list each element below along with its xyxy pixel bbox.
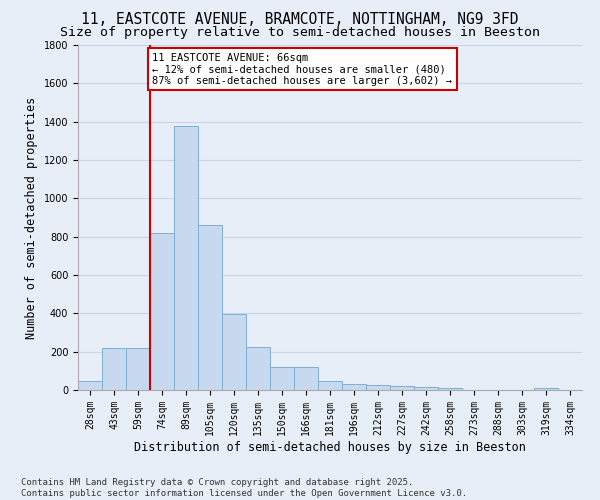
Bar bbox=[294, 367, 318, 390]
Bar bbox=[150, 233, 174, 390]
Bar bbox=[390, 386, 414, 390]
Y-axis label: Number of semi-detached properties: Number of semi-detached properties bbox=[25, 96, 38, 338]
Bar bbox=[78, 381, 102, 390]
Bar bbox=[246, 347, 270, 390]
Bar bbox=[366, 385, 390, 390]
Bar bbox=[270, 367, 294, 390]
Text: Size of property relative to semi-detached houses in Beeston: Size of property relative to semi-detach… bbox=[60, 26, 540, 39]
Text: 11, EASTCOTE AVENUE, BRAMCOTE, NOTTINGHAM, NG9 3FD: 11, EASTCOTE AVENUE, BRAMCOTE, NOTTINGHA… bbox=[81, 12, 519, 28]
Bar bbox=[102, 348, 126, 390]
Bar bbox=[438, 388, 462, 390]
Text: 11 EASTCOTE AVENUE: 66sqm
← 12% of semi-detached houses are smaller (480)
87% of: 11 EASTCOTE AVENUE: 66sqm ← 12% of semi-… bbox=[152, 52, 452, 86]
Text: Contains HM Land Registry data © Crown copyright and database right 2025.
Contai: Contains HM Land Registry data © Crown c… bbox=[21, 478, 467, 498]
Bar bbox=[174, 126, 198, 390]
X-axis label: Distribution of semi-detached houses by size in Beeston: Distribution of semi-detached houses by … bbox=[134, 440, 526, 454]
Bar bbox=[534, 388, 558, 390]
Bar bbox=[414, 387, 438, 390]
Bar bbox=[198, 225, 222, 390]
Bar bbox=[126, 348, 150, 390]
Bar bbox=[342, 384, 366, 390]
Bar bbox=[222, 314, 246, 390]
Bar bbox=[318, 381, 342, 390]
